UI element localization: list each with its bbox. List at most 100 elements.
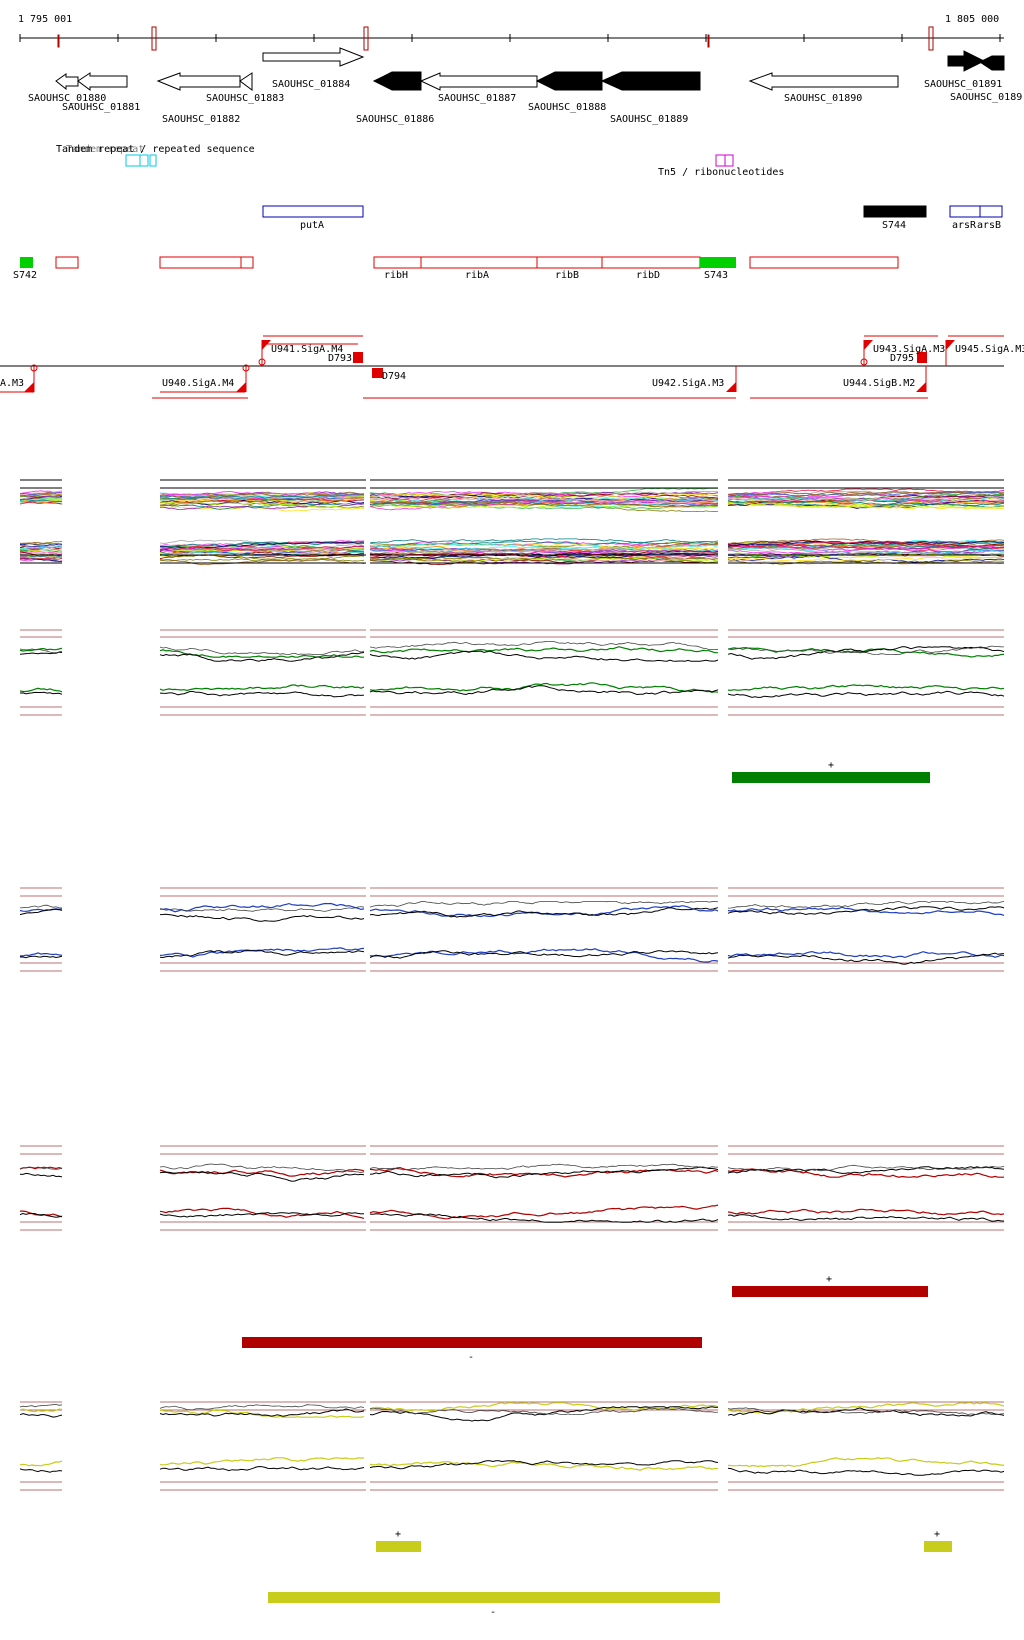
condition-bar-green-plus[interactable] — [732, 772, 930, 783]
segment-sign: - — [490, 1607, 496, 1618]
expression-trace — [19, 540, 63, 545]
expression-trace — [19, 541, 62, 545]
expression-trace — [19, 1460, 63, 1467]
expression-trace — [369, 1407, 719, 1415]
expression-trace — [369, 907, 719, 918]
gene-arrow[interactable]: SAOUHSC_01888 — [528, 71, 606, 113]
condition-bar-red-minus[interactable] — [242, 1337, 702, 1348]
expression-trace — [369, 496, 719, 504]
expression-trace — [159, 1408, 365, 1417]
segment-s743[interactable] — [700, 257, 736, 268]
gene-label: SAOUHSC_01889 — [610, 114, 688, 125]
operon-box-arsr[interactable] — [949, 205, 981, 218]
expression-trace — [369, 1166, 719, 1179]
expression-trace — [369, 492, 719, 501]
operon-label: arsB — [977, 220, 1001, 231]
segment-label: S743 — [704, 270, 728, 281]
condition-panel-1 — [19, 887, 1005, 972]
segment[interactable] — [749, 256, 899, 269]
segment[interactable] — [420, 256, 538, 269]
segment[interactable] — [159, 256, 242, 269]
expression-trace — [727, 1214, 1005, 1222]
expression-trace — [727, 690, 1005, 698]
operon-track: putA S744 arsR arsB — [262, 205, 1003, 231]
expression-trace — [159, 1212, 365, 1218]
expression-trace — [19, 904, 63, 909]
gene-label: SAOUHSC_01888 — [528, 102, 606, 113]
expression-trace — [727, 1402, 1005, 1415]
expression-trace — [369, 682, 719, 693]
gene-arrow[interactable]: SAOUHSC_01883 — [206, 72, 284, 104]
expression-trace — [369, 1460, 719, 1470]
repeat-label: Tandem repeat / repeated sequence — [56, 144, 255, 155]
expression-trace — [369, 556, 719, 565]
expression-trace — [19, 648, 63, 654]
expression-trace — [369, 547, 719, 556]
segment-label: ribH — [384, 270, 408, 281]
operon-box-s744[interactable] — [863, 205, 927, 218]
terminator-marker[interactable] — [353, 352, 363, 363]
tss-label: U944.SigB.M2 — [843, 378, 915, 389]
segment[interactable] — [601, 256, 701, 269]
gene-arrow[interactable]: SAOUHSC_01891 — [924, 50, 1002, 90]
gene-label: SAOUHSC_01880 — [28, 93, 106, 104]
segment-s742[interactable] — [20, 257, 33, 268]
gene-arrow[interactable]: SAOUHSC_0189 — [950, 55, 1022, 103]
expression-trace — [727, 952, 1005, 965]
repeat-box[interactable] — [125, 154, 157, 167]
expression-trace — [727, 555, 1005, 562]
condition-bar-red-plus[interactable] — [732, 1286, 928, 1297]
expression-trace — [727, 646, 1005, 660]
gene-label: SAOUHSC_01884 — [272, 79, 350, 90]
terminator-marker[interactable] — [372, 368, 383, 378]
segment-sign: + — [826, 1274, 832, 1285]
operon-box-arsb[interactable] — [979, 205, 1003, 218]
tss-label: U945.SigA.M3 — [955, 344, 1024, 355]
ruler-start-label: 1 795 001 — [18, 14, 72, 25]
expression-trace — [19, 1403, 63, 1408]
gene-arrow[interactable]: SAOUHSC_01890 — [748, 72, 899, 104]
expression-trace — [19, 1166, 63, 1170]
condition-bar-yellow-plus[interactable] — [924, 1541, 952, 1552]
gene-arrow[interactable]: SAOUHSC_01889 — [600, 71, 701, 125]
expression-trace — [727, 647, 1005, 658]
expression-trace — [20, 952, 63, 957]
expression-trace — [159, 902, 365, 913]
expression-trace — [369, 950, 719, 959]
gene-arrow[interactable]: SAOUHSC_01887 — [419, 72, 538, 104]
expression-trace — [159, 646, 365, 656]
expression-trace — [159, 502, 365, 511]
expression-trace — [19, 546, 63, 549]
expression-trace — [727, 1467, 1005, 1476]
segment-label: ribA — [465, 270, 489, 281]
repeat-box[interactable] — [715, 154, 734, 167]
expression-trace — [159, 1409, 365, 1418]
segment[interactable] — [240, 256, 254, 269]
expression-trace — [727, 552, 1005, 559]
segment[interactable] — [373, 256, 422, 269]
segment[interactable] — [536, 256, 603, 269]
tss-label: D794 — [382, 371, 406, 382]
condition-bar-yellow-minus[interactable] — [268, 1592, 720, 1603]
expression-trace — [727, 501, 1005, 508]
expression-trace — [159, 691, 365, 698]
expression-trace — [369, 948, 719, 963]
segment[interactable] — [55, 256, 79, 269]
expression-trace — [159, 491, 365, 496]
expression-trace — [369, 552, 719, 559]
gene-arrow[interactable]: SAOUHSC_01881 — [62, 72, 140, 113]
terminator-marker[interactable] — [917, 352, 927, 363]
repeat-label-overlap: Tandem repeat — [66, 144, 144, 155]
coordinate-ruler: 1 795 001 1 805 000 — [18, 14, 1004, 51]
expression-trace — [19, 492, 63, 497]
expression-trace — [727, 488, 1005, 496]
all-samples-panel — [19, 479, 1005, 566]
gene-arrow[interactable]: SAOUHSC_01884 — [262, 47, 365, 90]
gene-label: SAOUHSC_01886 — [356, 114, 434, 125]
condition-panel-0 — [19, 629, 1005, 716]
expression-trace — [369, 543, 719, 554]
operon-box-puta[interactable] — [262, 205, 364, 218]
condition-bar-yellow-plus[interactable] — [376, 1541, 421, 1552]
expression-trace — [19, 651, 63, 655]
